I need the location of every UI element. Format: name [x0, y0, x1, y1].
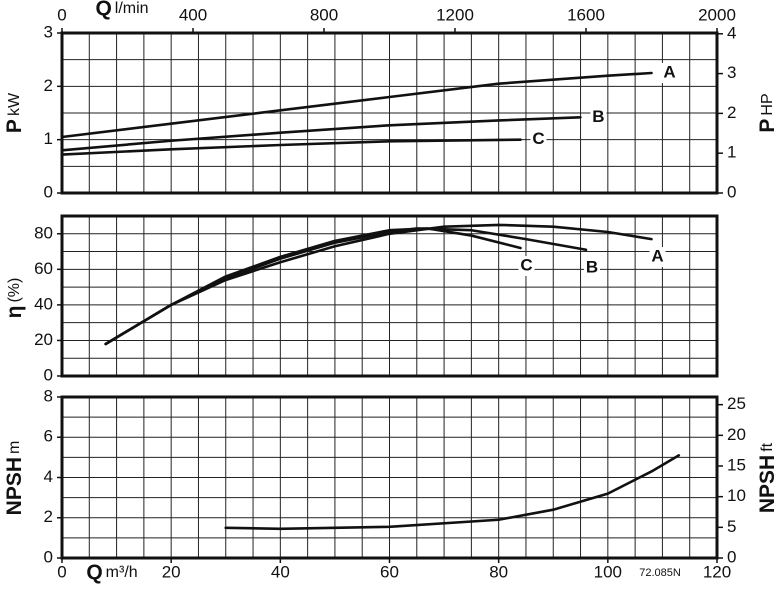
y-tick-label: 20: [34, 330, 53, 349]
axis-symbol: Q: [95, 0, 111, 20]
y2-tick-label: 25: [727, 394, 746, 413]
curve: [60, 115, 582, 152]
x-tick-label: 60: [380, 562, 399, 581]
y-tick-label: 80: [34, 223, 53, 242]
curve-label-bg: [590, 107, 607, 128]
x-tick-label: 1200: [436, 5, 474, 24]
curve-label: B: [592, 107, 604, 126]
axis-unit: m³/h: [106, 564, 138, 581]
y-tick-label: 60: [34, 259, 53, 278]
curve-label-bg: [530, 129, 547, 150]
x-tick-label: 120: [703, 562, 731, 581]
x-tick-label: 0: [57, 562, 66, 581]
axis-label: NPSH ft: [756, 442, 779, 513]
x-tick-label: 80: [489, 562, 508, 581]
y2-tick-label: 1: [727, 143, 736, 162]
y2-tick-label: 20: [727, 425, 746, 444]
axis-unit: m: [6, 441, 23, 454]
curve-label-bg: [649, 247, 666, 268]
curve-label: C: [520, 255, 532, 274]
curve-label: B: [586, 257, 598, 276]
y-tick-label: 4: [44, 467, 53, 486]
axis-unit: l/min: [115, 0, 149, 17]
curve: [104, 227, 522, 346]
y2-tick-label: 5: [727, 517, 736, 536]
curve-label: A: [663, 62, 675, 81]
y2-tick-label: 2: [727, 103, 736, 122]
curve-label-bg: [584, 257, 600, 278]
y2-tick-label: 3: [727, 63, 736, 82]
y-tick-label: 6: [44, 427, 53, 446]
curve: [224, 454, 681, 531]
curve-label-bg: [661, 63, 678, 83]
x-tick-label: 20: [162, 562, 181, 581]
axis-unit: (%): [6, 278, 23, 303]
y2-tick-label: 10: [727, 486, 746, 505]
curve: [60, 138, 522, 156]
axis-label: P HP: [756, 93, 779, 132]
axis-unit: kW: [6, 92, 23, 116]
axis-label: η (%): [3, 278, 26, 319]
x-tick-label: 100: [594, 562, 622, 581]
y-tick-label: 0: [44, 547, 53, 566]
curve: [104, 223, 653, 346]
plot-frame: [60, 214, 719, 378]
curve: [60, 71, 653, 139]
axis-unit: HP: [759, 93, 776, 115]
annotation: 72.085N: [639, 567, 681, 579]
y2-tick-label: 0: [727, 547, 736, 566]
axis-unit: ft: [759, 442, 776, 451]
x-tick-label: 1600: [567, 5, 605, 24]
x-tick-label: 2000: [698, 5, 736, 24]
axis-symbol: η: [3, 306, 26, 319]
y-tick-label: 40: [34, 294, 53, 313]
y2-tick-label: 4: [727, 23, 736, 42]
x-tick-label: 40: [271, 562, 290, 581]
y-tick-label: 0: [44, 182, 53, 201]
curve-label: A: [651, 247, 663, 266]
x-tick-label: 0: [57, 5, 66, 24]
axis-label: PkW: [3, 92, 26, 133]
y2-tick-label: 15: [727, 455, 746, 474]
x-tick-label: 800: [310, 5, 338, 24]
y2-tick-label: 0: [727, 182, 736, 201]
y-tick-label: 2: [44, 76, 53, 95]
curve-label: C: [532, 129, 544, 148]
curve-label-bg: [518, 256, 535, 276]
axis-label: NPSH m: [3, 441, 26, 516]
axis-symbol: NPSH: [756, 455, 779, 513]
y-tick-label: 0: [44, 365, 53, 384]
axis-symbol: P: [756, 119, 779, 133]
y-tick-label: 3: [44, 22, 53, 41]
x-tick-label: 400: [179, 5, 207, 24]
axis-symbol: Q: [86, 561, 102, 584]
y-tick-label: 8: [44, 386, 53, 405]
axis-symbol: NPSH: [3, 457, 26, 515]
y-tick-label: 2: [44, 507, 53, 526]
y-tick-label: 1: [44, 129, 53, 148]
axis-symbol: P: [3, 119, 26, 133]
